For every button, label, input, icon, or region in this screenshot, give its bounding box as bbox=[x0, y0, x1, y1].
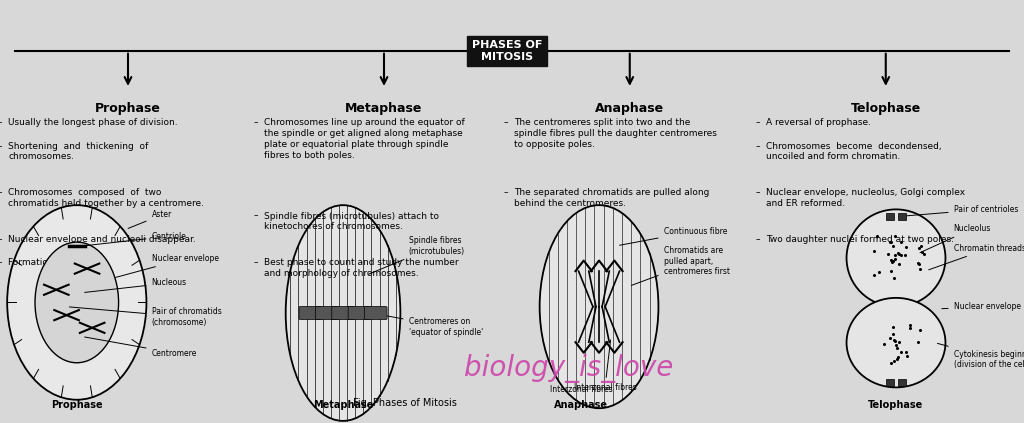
Text: –: – bbox=[504, 188, 508, 197]
Ellipse shape bbox=[35, 242, 119, 363]
Text: Chromatin threads: Chromatin threads bbox=[929, 244, 1024, 270]
Text: The centromeres split into two and the
spindle fibres pull the daughter centrome: The centromeres split into two and the s… bbox=[514, 118, 717, 149]
Text: Prophase: Prophase bbox=[51, 400, 102, 410]
Text: Pair of chromatids
(chromosome): Pair of chromatids (chromosome) bbox=[70, 307, 221, 327]
Text: Formation of spindle.: Formation of spindle. bbox=[8, 258, 104, 267]
Text: –: – bbox=[0, 235, 2, 244]
Text: Chromatids are
pulled apart,
centromeres first: Chromatids are pulled apart, centromeres… bbox=[632, 246, 729, 286]
Bar bbox=[898, 213, 906, 220]
FancyBboxPatch shape bbox=[315, 306, 338, 320]
Text: –: – bbox=[254, 258, 258, 267]
Text: Centromeres on
'equator of spindle': Centromeres on 'equator of spindle' bbox=[375, 313, 483, 337]
Ellipse shape bbox=[540, 205, 658, 408]
Text: Chromosomes  become  decondensed,
uncoiled and form chromatin.: Chromosomes become decondensed, uncoiled… bbox=[766, 142, 942, 162]
Text: Two daughter nuclei formed at two poles.: Two daughter nuclei formed at two poles. bbox=[766, 235, 954, 244]
Text: Metaphase: Metaphase bbox=[313, 400, 373, 410]
Text: –: – bbox=[0, 258, 2, 267]
Ellipse shape bbox=[847, 298, 945, 387]
Text: Telophase: Telophase bbox=[851, 102, 921, 115]
Text: Anaphase: Anaphase bbox=[595, 102, 665, 115]
Text: Nuclear envelope, nucleolus, Golgi complex
and ER reformed.: Nuclear envelope, nucleolus, Golgi compl… bbox=[766, 188, 965, 208]
Bar bbox=[898, 379, 906, 386]
Bar bbox=[886, 379, 894, 386]
Text: –: – bbox=[0, 118, 2, 127]
Text: Centromere: Centromere bbox=[85, 337, 197, 357]
Text: Centriole: Centriole bbox=[85, 232, 186, 246]
Text: Aster: Aster bbox=[128, 210, 172, 228]
Text: Best phase to count and study the number
and morphology of chromosomes.: Best phase to count and study the number… bbox=[264, 258, 459, 278]
Text: Interzonal fibres: Interzonal fibres bbox=[573, 340, 636, 392]
Text: Metaphase: Metaphase bbox=[345, 102, 423, 115]
Text: biology_is_love: biology_is_love bbox=[464, 354, 673, 382]
Text: Nuclear envelope: Nuclear envelope bbox=[116, 254, 218, 277]
Text: Pair of centrioles: Pair of centrioles bbox=[899, 205, 1018, 217]
FancyBboxPatch shape bbox=[299, 306, 322, 320]
Text: Chromosomes line up around the equator of
the spindle or get aligned along metap: Chromosomes line up around the equator o… bbox=[264, 118, 465, 160]
Text: Nucleous: Nucleous bbox=[85, 278, 186, 292]
Bar bbox=[886, 213, 894, 220]
Text: Shortening  and  thickening  of
chromosomes.: Shortening and thickening of chromosomes… bbox=[8, 142, 148, 162]
Text: Spindle fibres
(microtubules): Spindle fibres (microtubules) bbox=[369, 236, 465, 274]
Text: –: – bbox=[756, 118, 760, 127]
Text: Anaphase: Anaphase bbox=[554, 400, 608, 410]
Text: Cytokinesis beginning
(division of the cell): Cytokinesis beginning (division of the c… bbox=[937, 343, 1024, 369]
Text: Usually the longest phase of division.: Usually the longest phase of division. bbox=[8, 118, 178, 127]
FancyBboxPatch shape bbox=[348, 306, 371, 320]
Text: The separated chromatids are pulled along
behind the centromeres.: The separated chromatids are pulled alon… bbox=[514, 188, 710, 208]
Text: –: – bbox=[0, 142, 2, 151]
Text: Spindle fibres (microtubules) attach to
kinetochores of chromosomes.: Spindle fibres (microtubules) attach to … bbox=[264, 212, 439, 231]
Text: PHASES OF
MITOSIS: PHASES OF MITOSIS bbox=[472, 40, 542, 62]
Ellipse shape bbox=[7, 205, 146, 400]
Text: –: – bbox=[756, 142, 760, 151]
Ellipse shape bbox=[286, 205, 400, 421]
Text: –: – bbox=[254, 212, 258, 220]
Ellipse shape bbox=[847, 209, 945, 307]
Text: Nuclear envelope and nucleoli disappear.: Nuclear envelope and nucleoli disappear. bbox=[8, 235, 196, 244]
Text: Chromosomes  composed  of  two
chromatids held together by a centromere.: Chromosomes composed of two chromatids h… bbox=[8, 188, 204, 208]
Text: Prophase: Prophase bbox=[95, 102, 161, 115]
Text: Fig. Phases of Mitosis: Fig. Phases of Mitosis bbox=[352, 398, 457, 408]
Text: –: – bbox=[254, 118, 258, 127]
FancyBboxPatch shape bbox=[365, 306, 387, 320]
Text: –: – bbox=[756, 188, 760, 197]
Text: A reversal of prophase.: A reversal of prophase. bbox=[766, 118, 871, 127]
Text: Nuclear envelope: Nuclear envelope bbox=[942, 302, 1021, 311]
Text: –: – bbox=[756, 235, 760, 244]
FancyBboxPatch shape bbox=[332, 306, 354, 320]
Text: Telophase: Telophase bbox=[868, 400, 924, 410]
Text: Interzonal fibres: Interzonal fibres bbox=[550, 385, 612, 394]
Text: –: – bbox=[504, 118, 508, 127]
Text: Continuous fibre: Continuous fibre bbox=[620, 227, 727, 245]
Text: Nucleolus: Nucleolus bbox=[920, 224, 991, 253]
Text: –: – bbox=[0, 188, 2, 197]
